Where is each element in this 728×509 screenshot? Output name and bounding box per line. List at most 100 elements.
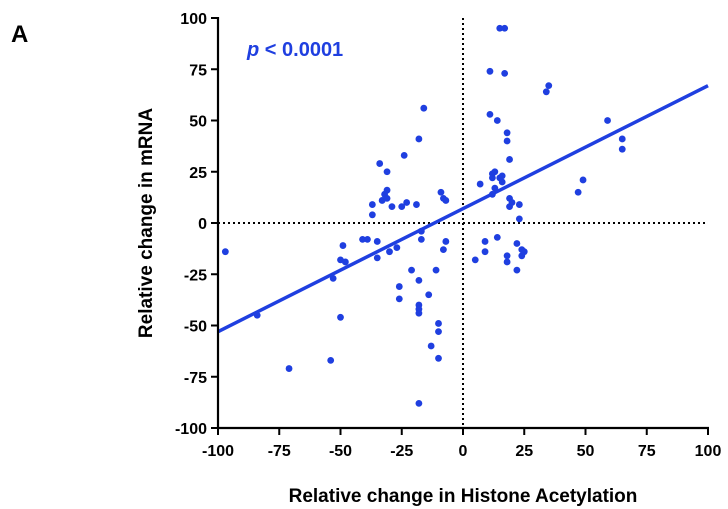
data-point: [415, 309, 423, 317]
data-point: [498, 172, 506, 180]
data-point: [400, 151, 408, 159]
data-point: [221, 248, 229, 256]
data-point: [373, 254, 381, 262]
axes: [211, 17, 709, 435]
data-point: [476, 180, 484, 188]
data-point: [503, 137, 511, 145]
data-point: [342, 258, 349, 266]
data-point: [486, 67, 494, 75]
data-point: [442, 197, 450, 204]
data-point: [364, 236, 371, 243]
x-tick-labels: -100 -75 -50 -25 0 25 50 75 100: [202, 443, 721, 460]
data-point: [515, 215, 523, 223]
data-points: [221, 24, 626, 407]
x-tick-label: 50: [577, 443, 595, 460]
data-point: [501, 24, 509, 32]
regression-line-group: [217, 84, 709, 334]
data-point: [498, 178, 506, 186]
data-point: [435, 320, 442, 327]
data-point: [393, 244, 401, 252]
p-symbol: p: [246, 39, 259, 61]
p-value-annotation: p < 0.0001: [246, 39, 343, 61]
data-point: [253, 311, 261, 319]
y-tick-label: -75: [184, 370, 207, 387]
data-point: [506, 156, 513, 163]
data-point: [417, 227, 425, 235]
y-tick-label: 75: [189, 62, 207, 79]
data-point: [604, 117, 611, 124]
data-point: [471, 256, 479, 264]
data-point: [493, 233, 501, 241]
x-tick-label: -50: [329, 443, 352, 460]
y-tick-label: 0: [198, 216, 207, 233]
data-point: [503, 258, 511, 266]
data-point: [329, 274, 337, 282]
data-point: [395, 283, 403, 290]
y-tick-labels: -100 -75 -50 -25 0 25 50 75 100: [175, 11, 207, 438]
y-tick-label: 100: [180, 11, 207, 28]
data-point: [327, 356, 335, 364]
data-point: [493, 117, 501, 124]
data-point: [415, 135, 423, 143]
data-point: [432, 266, 440, 274]
regression-line: [217, 84, 709, 334]
data-point: [618, 145, 626, 153]
data-point: [415, 400, 423, 407]
data-point: [388, 203, 396, 211]
data-point: [520, 248, 528, 256]
data-point: [383, 195, 391, 202]
x-tick-label: -25: [390, 443, 413, 460]
panel-label: A: [11, 21, 28, 48]
data-point: [417, 236, 425, 243]
x-tick-label: -75: [268, 443, 291, 460]
y-tick-label: -25: [184, 267, 207, 284]
data-point: [337, 313, 344, 321]
data-point: [359, 236, 366, 243]
data-point: [420, 104, 428, 112]
y-tick-label: 50: [189, 114, 207, 131]
x-tick-label: 75: [638, 443, 656, 460]
x-tick-label: -100: [202, 443, 234, 460]
data-point: [383, 186, 391, 194]
data-point: [425, 291, 433, 299]
zero-reference-lines: [218, 18, 708, 428]
data-point: [489, 190, 496, 198]
data-point: [491, 168, 499, 176]
p-value-text: < 0.0001: [259, 39, 343, 61]
data-point: [496, 24, 504, 32]
x-tick-label: 0: [459, 443, 468, 460]
data-point: [398, 203, 406, 211]
data-point: [413, 201, 420, 208]
data-point: [285, 365, 293, 372]
data-point: [501, 69, 509, 77]
data-point: [618, 135, 626, 143]
data-point: [368, 201, 376, 208]
data-point: [373, 238, 381, 245]
data-point: [403, 199, 411, 206]
y-tick-label: -50: [184, 319, 207, 336]
data-point: [486, 110, 494, 118]
data-point: [376, 160, 384, 167]
data-point: [442, 238, 450, 245]
data-point: [435, 354, 442, 362]
x-tick-label: 100: [695, 443, 722, 460]
y-tick-label: 25: [189, 165, 207, 182]
data-point: [513, 266, 521, 274]
data-point: [503, 129, 511, 137]
x-tick-label: 25: [515, 443, 533, 460]
data-point: [427, 342, 435, 350]
data-point: [435, 328, 442, 336]
y-tick-label: -100: [175, 421, 207, 438]
data-point: [491, 184, 499, 192]
data-point: [368, 211, 376, 219]
data-point: [481, 238, 489, 245]
data-point: [508, 199, 516, 206]
data-point: [513, 240, 521, 247]
data-point: [437, 188, 445, 196]
x-axis-title: Relative change in Histone Acetylation: [289, 486, 638, 507]
data-point: [579, 176, 587, 184]
data-point: [386, 248, 393, 256]
data-point: [481, 248, 489, 256]
data-point: [339, 242, 347, 249]
